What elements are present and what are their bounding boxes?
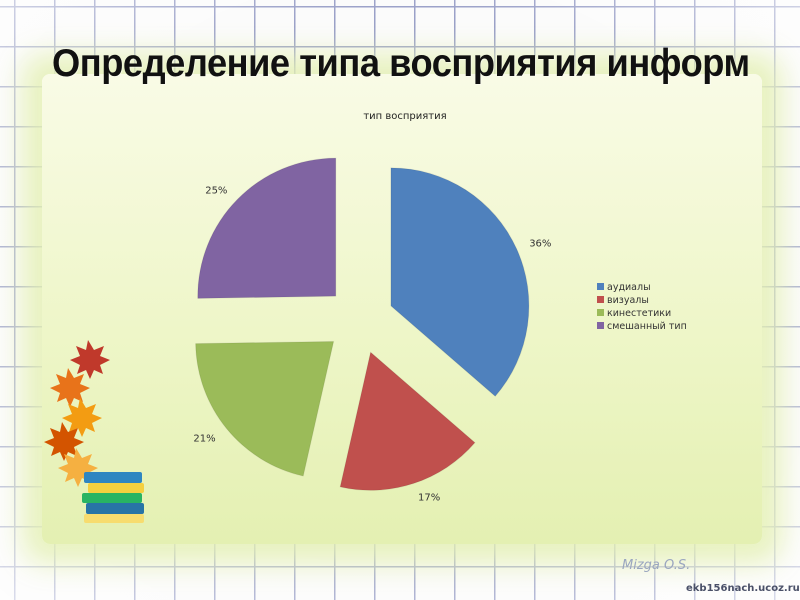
pie-slice-2 (339, 351, 476, 491)
pie-slice-1 (390, 167, 530, 397)
autumn-leaves-and-books-decoration (44, 340, 144, 523)
maple-leaf-icon (70, 340, 110, 379)
pie-data-label-3: 21% (193, 433, 215, 444)
site-url: ekb156nach.ucoz.ru (686, 583, 800, 594)
pie-data-label-4: 25% (205, 186, 227, 197)
book-stack-icon (82, 472, 144, 523)
legend-swatch-2 (597, 296, 604, 303)
pie-data-label-2: 17% (418, 493, 440, 504)
pie-slice-4 (197, 157, 337, 299)
pie-slices (195, 157, 530, 491)
legend-label-2: визуалы (607, 295, 649, 306)
chart-title: тип восприятия (363, 111, 446, 122)
pie-data-labels: 36% 17% 21% 25% (193, 186, 551, 504)
author-signature: Mizga O.S. (622, 558, 691, 573)
legend-label-4: смешанный тип (607, 321, 687, 332)
pie-data-label-1: 36% (529, 239, 551, 250)
legend-label-1: аудиалы (607, 282, 651, 293)
maple-leaf-icon (50, 368, 90, 407)
legend-label-3: кинестетики (607, 308, 671, 319)
legend-swatch-4 (597, 322, 604, 329)
maple-leaf-icon (44, 422, 84, 461)
legend-swatch-3 (597, 309, 604, 316)
chart-legend: аудиалы визуалы кинестетики смешанный тип (597, 282, 687, 332)
legend-swatch-1 (597, 283, 604, 290)
slide-title: Определение типа восприятия информац (52, 42, 748, 85)
pie-slice-3 (195, 340, 335, 477)
maple-leaf-icon (62, 398, 102, 437)
